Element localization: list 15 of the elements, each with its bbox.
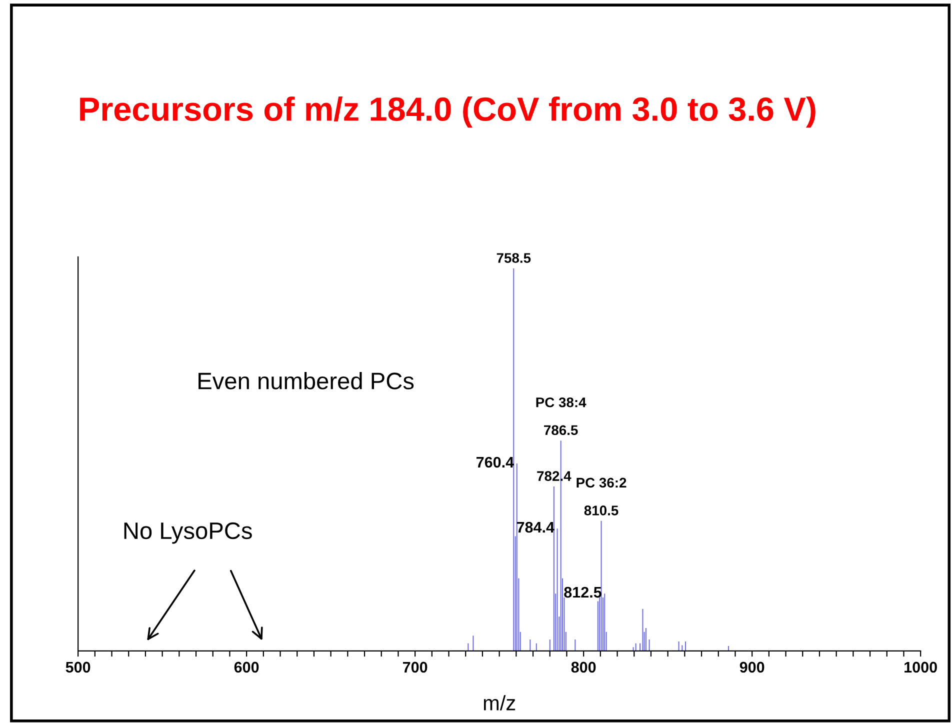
x-tick-label: 900 [740, 662, 764, 673]
x-axis-title: m/z [484, 695, 516, 710]
annotation: PC 36:2 [576, 478, 626, 488]
chart-title: Precursors of m/z 184.0 (CoV from 3.0 to 3.6 V) [80, 96, 816, 128]
x-tick-label: 500 [66, 662, 90, 673]
annotation: No LysoPCs [124, 522, 252, 544]
x-tick-label: 1000 [904, 662, 937, 673]
annotation: 786.5 [544, 425, 578, 436]
annotation: 758.5 [496, 253, 531, 263]
annotation: 810.5 [584, 506, 618, 516]
annotation: PC 38:4 [536, 397, 586, 408]
x-tick-label: 700 [402, 662, 428, 673]
annotation: Even numbered PCs [198, 372, 414, 390]
x-tick-label: 600 [234, 662, 259, 673]
x-tick-label: 800 [571, 662, 596, 673]
